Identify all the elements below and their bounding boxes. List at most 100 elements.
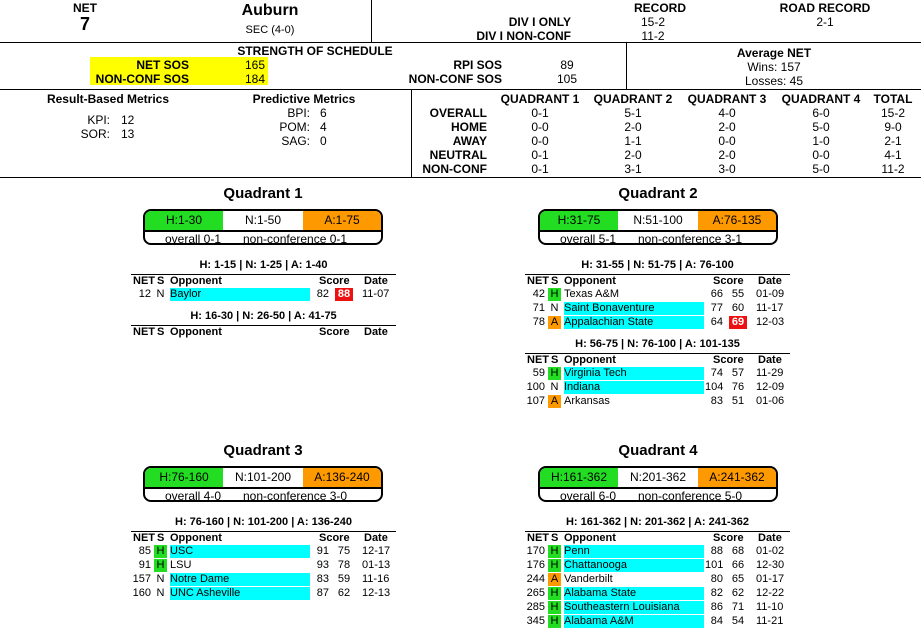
game-opponent[interactable]: UNC Asheville: [170, 587, 310, 600]
tier-range-subtitle: H: 16-30 | N: 26-50 | A: 41-75: [190, 310, 337, 322]
game-opponent-net: 265: [526, 587, 545, 599]
game-row[interactable]: 59 H Virginia Tech 74 57 11-29: [525, 367, 790, 380]
game-row[interactable]: 85 H USC 91 75 12-17: [131, 545, 396, 558]
quadrant-nonconf-record: non-conference 0-1: [243, 232, 348, 245]
rpi-sos-label: RPI SOS: [453, 58, 502, 72]
game-date: 11-10: [756, 601, 784, 613]
road-record-value: 2-1: [816, 15, 834, 29]
game-site: H: [548, 545, 561, 558]
game-date: 01-17: [756, 573, 785, 585]
game-opponent[interactable]: Appalachian State: [564, 316, 704, 329]
record-label: RECORD: [633, 1, 686, 15]
sor-label: SOR:: [80, 127, 110, 141]
sag-label: SAG:: [281, 134, 310, 148]
game-row[interactable]: 160 N UNC Asheville 87 62 12-13: [131, 587, 396, 600]
game-team-score: 87: [316, 587, 329, 599]
col-score-header: Score: [319, 275, 350, 287]
quadrant-nonconf-record: non-conference 5-0: [638, 489, 743, 502]
col-net-header: NET: [133, 326, 155, 338]
game-row[interactable]: 176 H Chattanooga 101 66 12-30: [525, 559, 790, 572]
game-opp-score: 69: [729, 316, 747, 329]
quad-table-header: QUADRANT 2: [593, 92, 673, 106]
col-opponent-header: Opponent: [170, 532, 222, 544]
net-label: NET: [73, 1, 97, 15]
quad-table-cell: 2-0: [624, 148, 642, 162]
tier-range-subtitle: H: 76-160 | N: 101-200 | A: 136-240: [175, 516, 352, 528]
quadrant-nonconf-record: non-conference 3-0: [243, 489, 348, 502]
game-opponent-net: 107: [526, 395, 545, 407]
home-range: H:1-30: [145, 211, 223, 230]
quadrant-nonconf-record: non-conference 3-1: [638, 232, 743, 245]
game-row[interactable]: 42 H Texas A&M 66 55 01-09: [525, 288, 790, 301]
game-team-score: 64: [710, 316, 723, 328]
game-opponent-net: 59: [532, 367, 545, 379]
game-row[interactable]: 100 N Indiana 104 76 12-09: [525, 381, 790, 394]
quad-table-cell: 4-0: [718, 106, 736, 120]
col-date-header: Date: [364, 326, 388, 338]
quad-table-cell: 0-1: [531, 106, 549, 120]
game-team-score: 104: [705, 381, 724, 393]
quadrant-overall-record: overall 5-1: [560, 232, 617, 245]
team-name: Auburn: [241, 2, 299, 19]
game-opponent[interactable]: Alabama A&M: [564, 615, 704, 628]
game-site: H: [548, 288, 561, 301]
game-opponent[interactable]: Arkansas: [564, 395, 610, 407]
nonconf-sos-label: NON-CONF SOS: [95, 72, 189, 86]
quad-table-cell: 2-0: [718, 148, 736, 162]
game-row[interactable]: 71 N Saint Bonaventure 77 60 11-17: [525, 302, 790, 315]
game-opponent[interactable]: Saint Bonaventure: [564, 302, 704, 315]
quad-table-cell: 3-1: [624, 162, 642, 176]
games-header-row: NET S Opponent Score Date: [525, 274, 790, 288]
game-opponent[interactable]: Chattanooga: [564, 559, 704, 572]
game-row[interactable]: 78 A Appalachian State 64 69 12-03: [525, 316, 790, 329]
game-row[interactable]: 285 H Southeastern Louisiana 86 71 11-10: [525, 601, 790, 614]
games-header-row: NET S Opponent Score Date: [131, 531, 396, 545]
game-row[interactable]: 244 A Vanderbilt 80 65 01-17: [525, 573, 790, 586]
game-opponent[interactable]: Texas A&M: [564, 288, 620, 300]
game-row[interactable]: 170 H Penn 88 68 01-02: [525, 545, 790, 558]
game-opp-score: 60: [731, 302, 745, 314]
neutral-range: N:201-362: [618, 468, 698, 487]
game-opponent[interactable]: Notre Dame: [170, 573, 310, 586]
game-opponent-net: 78: [532, 316, 545, 328]
game-date: 01-09: [756, 288, 785, 300]
game-row[interactable]: 91 H LSU 93 78 01-13: [131, 559, 396, 572]
game-opponent[interactable]: Baylor: [170, 288, 310, 301]
game-date: 01-02: [756, 545, 785, 557]
game-row[interactable]: 345 H Alabama A&M 84 54 11-21: [525, 615, 790, 628]
game-opponent[interactable]: USC: [170, 545, 310, 558]
game-row[interactable]: 265 H Alabama State 82 62 12-22: [525, 587, 790, 600]
game-opponent[interactable]: Virginia Tech: [564, 367, 704, 380]
game-row[interactable]: 107 A Arkansas 83 51 01-06: [525, 395, 790, 408]
game-opp-score: 66: [731, 559, 745, 571]
game-row[interactable]: 12 N Baylor 82 88 11-07: [131, 288, 396, 301]
games-header-row: NET S Opponent Score Date: [525, 531, 790, 545]
col-date-header: Date: [758, 275, 782, 287]
quad-table-cell: 1-0: [812, 134, 830, 148]
game-row[interactable]: 157 N Notre Dame 83 59 11-16: [131, 573, 396, 586]
game-site: A: [548, 316, 561, 329]
col-opponent-header: Opponent: [564, 532, 616, 544]
game-team-score: 82: [316, 288, 329, 300]
game-opponent[interactable]: Penn: [564, 545, 704, 558]
away-range: A:241-362: [698, 468, 776, 487]
game-site: H: [548, 601, 561, 614]
game-opp-score: 51: [731, 395, 745, 407]
game-opponent-net: 42: [532, 288, 545, 300]
col-site-header: S: [551, 532, 559, 544]
game-date: 11-17: [756, 302, 784, 314]
quadrant-record-row: overall 6-0 non-conference 5-0: [540, 487, 776, 502]
game-opponent[interactable]: Indiana: [564, 381, 704, 394]
game-team-score: 84: [710, 615, 723, 627]
game-date: 12-13: [362, 587, 391, 599]
quad-table-header: TOTAL: [873, 92, 913, 106]
game-opponent[interactable]: Vanderbilt: [564, 573, 613, 585]
game-date: 12-17: [362, 545, 391, 557]
game-opponent-net: 285: [526, 601, 545, 613]
quad-table-cell: 0-1: [531, 162, 549, 176]
game-opponent[interactable]: Alabama State: [564, 587, 704, 600]
road-record-label: ROAD RECORD: [779, 1, 871, 15]
game-opponent[interactable]: Southeastern Louisiana: [564, 601, 704, 614]
game-opponent[interactable]: LSU: [170, 559, 192, 571]
quad-table-row-label: NON-CONF: [422, 162, 487, 176]
